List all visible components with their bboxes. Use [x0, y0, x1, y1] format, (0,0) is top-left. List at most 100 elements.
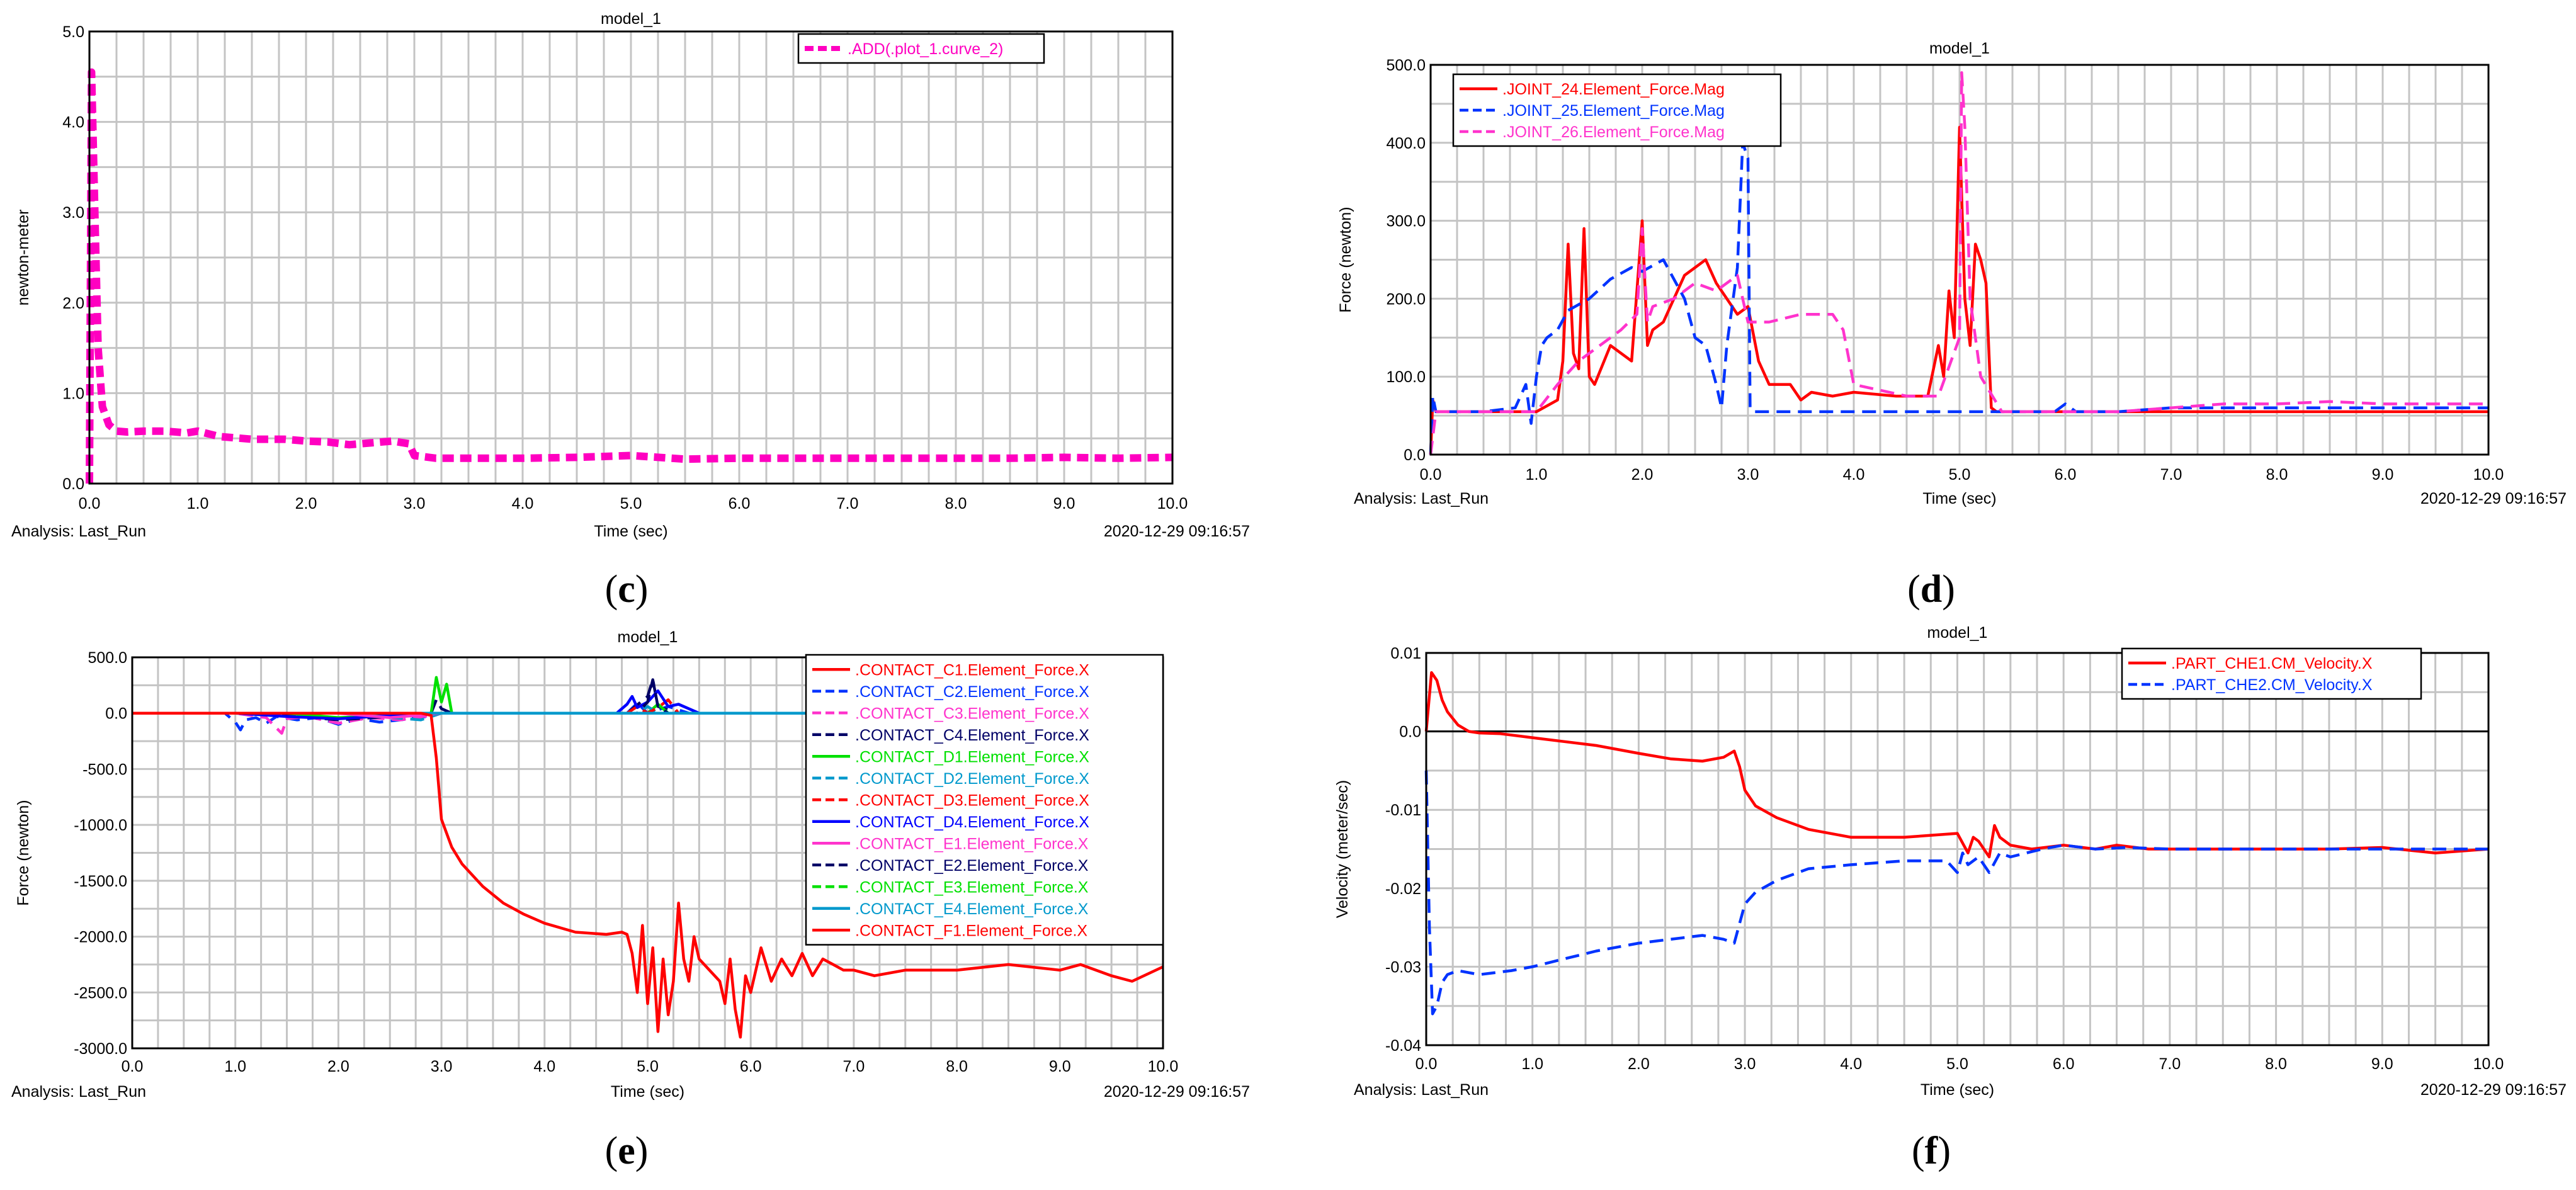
analysis-label: Analysis: Last_Run — [1354, 1081, 1489, 1099]
y-tick-label: 2.0 — [62, 295, 84, 312]
legend: .JOINT_24.Element_Force.Mag .JOINT_25.Ele… — [1452, 73, 1782, 147]
x-tick-label: 6.0 — [729, 495, 751, 513]
x-tick-label: 4.0 — [533, 1058, 555, 1075]
timestamp-label: 2020-12-29 09:16:57 — [2420, 1081, 2567, 1099]
x-tick-label: 0.0 — [79, 495, 101, 513]
x-tick-label: 2.0 — [327, 1058, 349, 1075]
y-tick-label: 0.0 — [105, 705, 127, 723]
x-tick-label: 3.0 — [1737, 466, 1759, 484]
x-axis-label: Time (sec) — [594, 523, 667, 540]
plot-frame — [1429, 64, 2490, 456]
timestamp-label: 2020-12-29 09:16:57 — [1104, 1083, 1250, 1101]
legend-entry: .JOINT_24.Element_Force.Mag — [1502, 81, 1725, 98]
legend: .CONTACT_C1.Element_Force.X .CONTACT_C2.E… — [805, 654, 1164, 946]
chart-d: 0.0 1.0 2.0 3.0 4.0 5.0 6.0 7.0 8.0 9.0 10.0 0.0 100… — [1337, 40, 2567, 507]
x-tick-label: 5.0 — [620, 495, 642, 513]
y-tick-label: -2000.0 — [74, 929, 127, 946]
x-tick-label: 4.0 — [1840, 1055, 1862, 1073]
y-axis-label: Velocity (meter/sec) — [1334, 780, 1351, 919]
y-tick-label: 200.0 — [1386, 290, 1426, 308]
legend: .ADD(.plot_1.curve_2) — [797, 33, 1045, 64]
chart-title: model_1 — [618, 628, 678, 646]
y-tick-label: -1000.0 — [74, 817, 127, 834]
x-tick-label: 7.0 — [837, 495, 859, 513]
legend-entry: .CONTACT_F1.Element_Force.X — [855, 922, 1087, 939]
x-axis-label: Time (sec) — [1922, 490, 1996, 507]
series-line-3 — [1429, 71, 2488, 455]
legend-entry: .CONTACT_D3.Element_Force.X — [855, 791, 1089, 809]
plot-frame — [1425, 652, 2490, 1046]
y-tick-label: -3000.0 — [74, 1040, 127, 1058]
x-tick-label: 7.0 — [2160, 466, 2182, 484]
panel-label-e: (e) — [605, 1130, 649, 1172]
legend-entry: .CONTACT_E3.Element_Force.X — [855, 878, 1089, 896]
x-tick-label: 9.0 — [2371, 1055, 2393, 1073]
x-tick-label: 0.0 — [122, 1058, 144, 1075]
x-tick-label: 2.0 — [1631, 466, 1654, 484]
x-tick-label: 4.0 — [1843, 466, 1865, 484]
y-tick-label: 0.0 — [1404, 446, 1426, 464]
x-tick-label: 1.0 — [1526, 466, 1548, 484]
chart-title: model_1 — [1927, 624, 1988, 642]
chart-c: 0.0 1.0 2.0 3.0 4.0 5.0 6.0 7.0 8.0 9.0 10.0 0.0 1.0… — [11, 10, 1250, 540]
y-tick-label: -500.0 — [82, 761, 127, 778]
y-axis-label: newton-meter — [14, 210, 32, 306]
y-tick-label: 300.0 — [1386, 213, 1426, 230]
x-tick-label: 5.0 — [1949, 466, 1971, 484]
x-tick-label: 5.0 — [637, 1058, 659, 1075]
y-tick-label: 4.0 — [62, 114, 84, 132]
chart-f: 0.0 1.0 2.0 3.0 4.0 5.0 6.0 7.0 8.0 9.0 10.0 -0.04 -… — [1334, 624, 2567, 1099]
x-tick-label: 8.0 — [946, 1058, 968, 1075]
legend-box — [805, 654, 1164, 946]
y-tick-label: 0.01 — [1390, 645, 1421, 662]
panel-label-d: (d) — [1907, 568, 1955, 611]
x-tick-label: 2.0 — [1628, 1055, 1650, 1073]
legend-box — [1452, 73, 1782, 147]
x-tick-label: 10.0 — [1148, 1058, 1179, 1075]
x-axis-label: Time (sec) — [611, 1083, 684, 1101]
y-axis-label: Force (newton) — [14, 800, 32, 905]
legend-entry: .CONTACT_D1.Element_Force.X — [855, 748, 1089, 766]
y-tick-label: -0.03 — [1385, 958, 1421, 976]
legend-entry: .CONTACT_D4.Element_Force.X — [855, 813, 1089, 831]
series-line-13 — [132, 711, 1164, 1039]
y-axis-label: Force (newton) — [1337, 207, 1354, 312]
x-axis-label: Time (sec) — [1921, 1081, 1994, 1099]
x-tick-label: 5.0 — [1946, 1055, 1968, 1073]
legend-entry: .ADD(.plot_1.curve_2) — [848, 40, 1003, 58]
x-tick-label: 6.0 — [740, 1058, 762, 1075]
x-tick-label: 8.0 — [2266, 466, 2288, 484]
y-tick-label: 400.0 — [1386, 135, 1426, 152]
x-tick-label: 0.0 — [1420, 466, 1442, 484]
y-tick-label: 500.0 — [88, 649, 127, 667]
series-line-3 — [132, 711, 1163, 735]
legend-entry: .CONTACT_D2.Element_Force.X — [855, 770, 1089, 788]
x-tick-label: 9.0 — [1053, 495, 1075, 513]
x-tick-label: 4.0 — [512, 495, 534, 513]
x-tick-label: 2.0 — [295, 495, 317, 513]
y-tick-label: 0.0 — [62, 475, 84, 493]
series-line-1 — [86, 68, 1173, 484]
y-tick-label: 1.0 — [62, 385, 84, 402]
analysis-label: Analysis: Last_Run — [1354, 490, 1489, 507]
series-line-8 — [132, 689, 1163, 720]
x-tick-label: 3.0 — [1734, 1055, 1756, 1073]
x-tick-label: 8.0 — [2265, 1055, 2287, 1073]
chart-title: model_1 — [1929, 40, 1990, 57]
y-tick-label: 3.0 — [62, 204, 84, 222]
legend: .PART_CHE1.CM_Velocity.X .PART_CHE2.CM_Ve… — [2121, 647, 2422, 700]
timestamp-label: 2020-12-29 09:16:57 — [2420, 490, 2567, 507]
legend-entry: .JOINT_25.Element_Force.Mag — [1502, 102, 1725, 120]
x-tick-label: 3.0 — [431, 1058, 453, 1075]
legend-entry: .PART_CHE1.CM_Velocity.X — [2171, 655, 2373, 672]
y-tick-label: 100.0 — [1386, 368, 1426, 386]
x-tick-label: 1.0 — [224, 1058, 246, 1075]
x-tick-label: 6.0 — [2055, 466, 2077, 484]
y-tick-label: 5.0 — [62, 23, 84, 41]
y-tick-label: -0.01 — [1385, 802, 1421, 819]
plot-frame — [88, 30, 1174, 485]
legend-entry: .CONTACT_C2.Element_Force.X — [855, 683, 1089, 701]
y-tick-label: -0.02 — [1385, 880, 1421, 898]
legend-box — [2121, 647, 2422, 700]
